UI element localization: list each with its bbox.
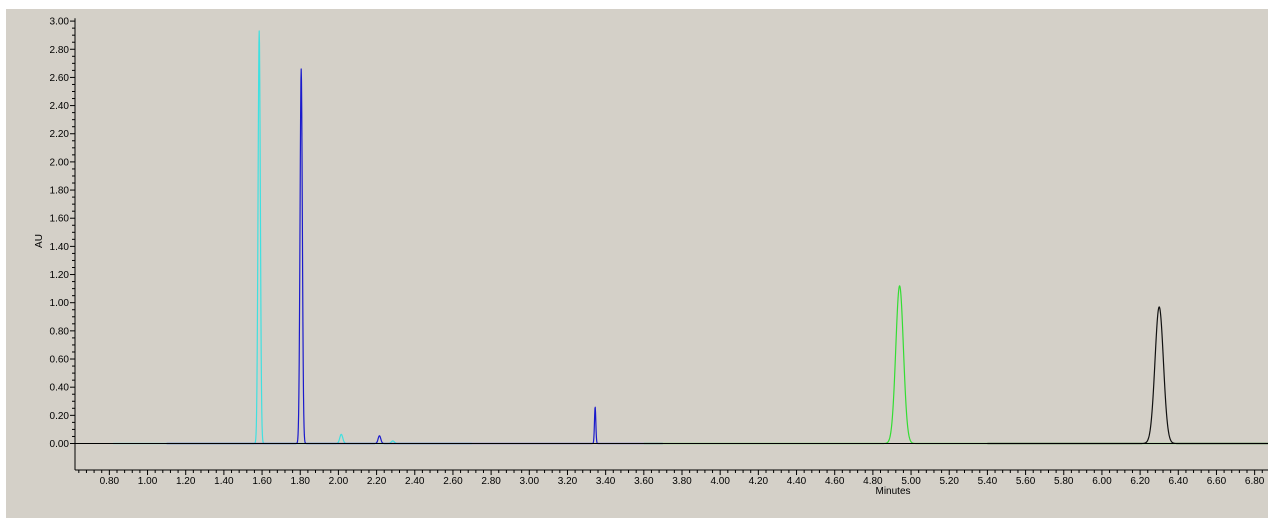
y-tick-label: 2.40	[50, 101, 70, 112]
y-tick-label: 0.20	[50, 411, 70, 422]
x-tick-label: 3.80	[672, 476, 692, 487]
x-tick-label: 1.00	[138, 476, 158, 487]
y-tick-label: 3.00	[50, 17, 70, 28]
x-tick-label: 1.60	[252, 476, 272, 487]
x-tick-label: 4.60	[825, 476, 845, 487]
x-tick-label: 4.80	[863, 476, 883, 487]
x-tick-label: 3.20	[558, 476, 578, 487]
y-tick-label: 0.80	[50, 326, 70, 337]
axis-layer: 0.00 0.20 0.40 0.60 0.80 1.00 1.20 1.40 1.60 1.80…	[50, 17, 1268, 487]
x-tick-label: 2.00	[329, 476, 349, 487]
y-tick-label: 2.60	[50, 73, 70, 84]
x-tick-label: 5.20	[939, 476, 959, 487]
y-tick-label: 1.00	[50, 298, 70, 309]
x-tick-label: 2.20	[367, 476, 387, 487]
x-tick-label: 4.00	[710, 476, 730, 487]
y-axis-title: AU	[34, 234, 45, 248]
x-tick-label: 3.60	[634, 476, 654, 487]
y-tick-label: 0.40	[50, 383, 70, 394]
y-tick-label: 2.80	[50, 45, 70, 56]
x-tick-label: 6.60	[1207, 476, 1227, 487]
x-tick-label: 2.60	[443, 476, 463, 487]
y-tick-label: 2.20	[50, 129, 70, 140]
x-tick-label: 1.20	[176, 476, 196, 487]
y-tick-label: 1.40	[50, 242, 70, 253]
x-tick-label: 2.40	[405, 476, 425, 487]
y-tick-label: 1.20	[50, 270, 70, 281]
x-tick-label: 5.80	[1054, 476, 1074, 487]
x-tick-label: 5.00	[901, 476, 921, 487]
x-tick-label: 0.80	[100, 476, 120, 487]
x-tick-label: 6.20	[1130, 476, 1150, 487]
x-tick-label: 5.60	[1016, 476, 1036, 487]
y-tick-label: 1.80	[50, 186, 70, 197]
y-tick-label: 0.60	[50, 355, 70, 366]
x-tick-label: 1.80	[291, 476, 311, 487]
x-tick-label: 4.20	[749, 476, 769, 487]
y-tick-label: 1.60	[50, 214, 70, 225]
x-tick-label: 3.00	[520, 476, 540, 487]
x-tick-label: 4.40	[787, 476, 807, 487]
x-tick-label: 1.40	[214, 476, 234, 487]
plot-background	[6, 9, 1268, 518]
x-tick-label: 6.00	[1092, 476, 1112, 487]
x-axis-title: Minutes	[875, 486, 910, 497]
y-tick-label: 2.00	[50, 157, 70, 168]
y-tick-label: 0.00	[50, 439, 70, 450]
x-tick-label: 3.40	[596, 476, 616, 487]
x-tick-label: 5.40	[978, 476, 998, 487]
x-tick-label: 2.80	[481, 476, 501, 487]
x-tick-label: 6.40	[1169, 476, 1189, 487]
x-tick-label: 6.80	[1245, 476, 1265, 487]
